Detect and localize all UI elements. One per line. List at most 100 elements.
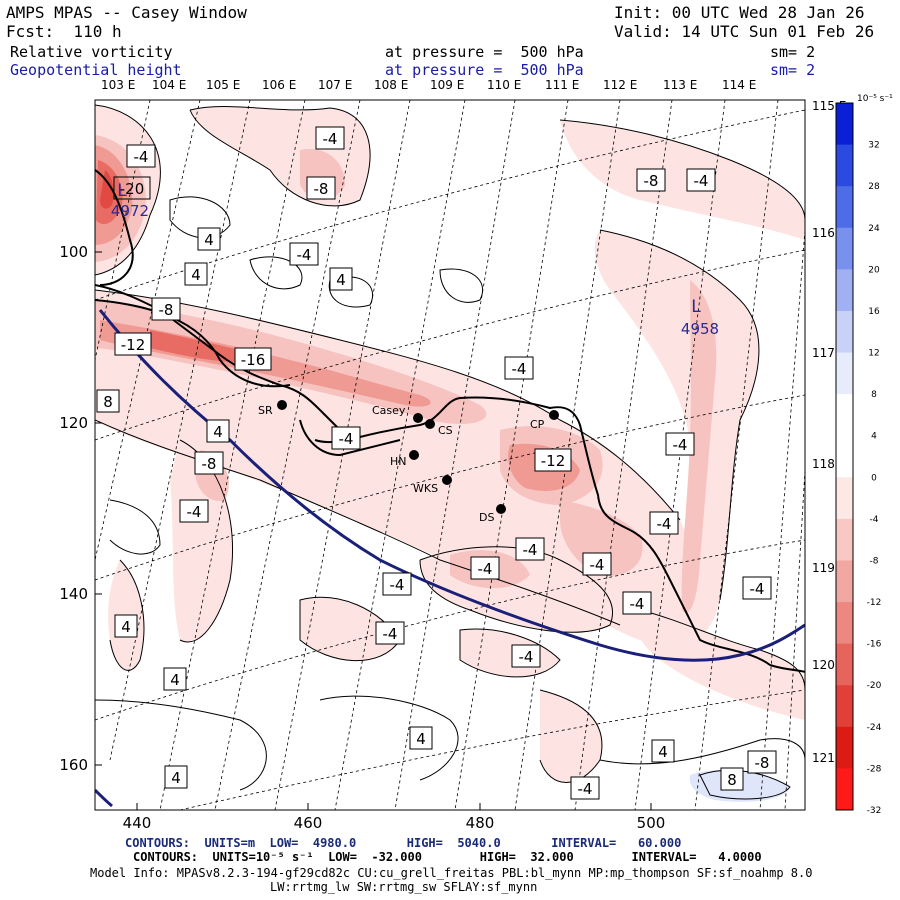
svg-text:-4: -4	[323, 130, 338, 148]
svg-text:-4: -4	[134, 148, 149, 166]
svg-text:4: 4	[191, 266, 201, 284]
station-marker	[442, 475, 452, 485]
svg-text:L: L	[117, 181, 127, 201]
contour-label: -20	[113, 176, 151, 200]
svg-text:-8: -8	[202, 455, 217, 473]
lon-label-top: 106 E	[262, 78, 296, 92]
colorbar-tick-label: -12	[867, 598, 882, 608]
stations: SR Casey CS CP HN WKS DS	[258, 400, 559, 524]
svg-text:-16: -16	[241, 351, 266, 369]
svg-text:-4: -4	[673, 436, 688, 454]
svg-text:-4: -4	[657, 515, 672, 533]
colorbar-swatch	[836, 643, 853, 686]
station-label: CP	[530, 418, 545, 431]
colorbar-tick-label: 12	[868, 349, 879, 359]
svg-text:-4: -4	[519, 648, 534, 666]
colorbar-swatch	[836, 518, 853, 561]
valid-time: Valid: 14 UTC Sun 01 Feb 26	[614, 22, 875, 41]
lon-label-top: 114 E	[722, 78, 756, 92]
colorbar-swatch	[836, 227, 853, 270]
contour-label: 4	[197, 227, 221, 251]
colorbar-swatch	[836, 685, 853, 728]
lon-label-top: 109 E	[430, 78, 464, 92]
colorbar-swatch	[836, 394, 853, 437]
plot-border	[94, 99, 806, 811]
svg-text:-8: -8	[159, 301, 174, 319]
svg-text:-12: -12	[121, 336, 146, 354]
station-marker	[425, 419, 435, 429]
colorbar-tick-label: 16	[868, 307, 880, 317]
colorbar-tick-label: 24	[868, 224, 880, 234]
contour-label: -4	[742, 576, 772, 600]
contour-label: -4	[315, 126, 345, 150]
svg-text:-20: -20	[120, 180, 145, 198]
contour-label: -4	[686, 168, 716, 192]
contour-labels: -4 -4 -4 -4 -8 -8 -8 -8 -12 -12 -16 -20 …	[96, 126, 777, 800]
contour-label: 4	[206, 419, 230, 443]
station-marker	[409, 450, 419, 460]
colorbar-swatch	[836, 726, 853, 769]
svg-text:-4: -4	[339, 430, 354, 448]
station-label: SR	[258, 404, 273, 417]
forecast-hour: Fcst: 110 h	[6, 22, 122, 41]
colorbar-units: 10⁻⁵ s⁻¹	[857, 94, 893, 104]
y-axis-labels: 100 120 140 160	[59, 243, 88, 774]
contour-label: 4	[184, 262, 208, 286]
svg-text:4972: 4972	[111, 202, 149, 220]
colorbar: 10⁻⁵ s⁻¹ 32 28 24 20 16 12 8 4 0 -4 -8 -12 -16 -20 -24…	[835, 94, 893, 816]
lon-label-top: 103 E	[101, 78, 135, 92]
x-axis-labels: 440 460 480 500	[123, 814, 666, 832]
colorbar-swatch	[836, 310, 853, 354]
colorbar-tick-label: 0	[871, 473, 877, 483]
svg-text:4: 4	[213, 423, 223, 441]
contour-label: 4	[163, 667, 187, 691]
svg-text:4: 4	[658, 743, 668, 761]
contours-info-height: CONTOURS: UNITS=m LOW= 4980.0 HIGH= 5040…	[125, 836, 682, 850]
colorbar-tick-label: -8	[870, 556, 879, 566]
lon-label-top: 113 E	[663, 78, 697, 92]
svg-text:-4: -4	[694, 172, 709, 190]
field2-name: Geopotential height	[10, 61, 182, 79]
colorbar-border	[835, 102, 854, 811]
svg-text:-4: -4	[523, 541, 538, 559]
station-marker	[277, 400, 287, 410]
contour-label: -4	[504, 356, 534, 380]
colorbar-tick-label: -16	[867, 640, 882, 650]
contour-label: -4	[665, 432, 695, 456]
colorbar-swatch	[836, 602, 853, 645]
station-marker	[413, 413, 423, 423]
vorticity-contours	[95, 104, 805, 800]
model-info: Model Info: MPASv8.2.3-194-gf29cd82c CU:…	[90, 866, 813, 880]
colorbar-swatch	[836, 352, 853, 395]
axis-tick-marks	[95, 251, 652, 810]
svg-text:4958: 4958	[681, 320, 719, 338]
init-time: Init: 00 UTC Wed 28 Jan 26	[614, 3, 865, 22]
geopotential-contour	[98, 309, 805, 662]
model-title: AMPS MPAS -- Casey Window	[6, 3, 247, 22]
contour-label: -4	[126, 144, 156, 168]
lon-label-top: 108 E	[374, 78, 408, 92]
contour-label: -8	[636, 168, 666, 192]
contour-label: -8	[151, 297, 181, 321]
station-label: Casey	[372, 404, 406, 417]
contour-label: 4	[651, 739, 675, 763]
contour-label: -4	[382, 572, 412, 596]
contour-label: -4	[511, 644, 541, 668]
colorbar-tick-label: 28	[868, 182, 880, 192]
colorbar-swatch	[836, 768, 853, 811]
colorbar-tick-label: -32	[867, 806, 882, 816]
lon-label-top: 111 E	[545, 78, 579, 92]
contour-label: -8	[747, 750, 777, 774]
svg-text:-4: -4	[750, 580, 765, 598]
colorbar-tick-label: -28	[867, 764, 882, 774]
contour-label: -4	[582, 552, 612, 576]
svg-text:4: 4	[416, 730, 426, 748]
low-center-2: L 4958	[681, 297, 719, 338]
svg-text:-4: -4	[390, 576, 405, 594]
colorbar-tick-label: 20	[868, 265, 880, 275]
svg-text:-8: -8	[644, 172, 659, 190]
lon-label-top: 112 E	[603, 78, 637, 92]
colorbar-swatch	[836, 560, 853, 603]
contour-label: -4	[289, 242, 319, 266]
